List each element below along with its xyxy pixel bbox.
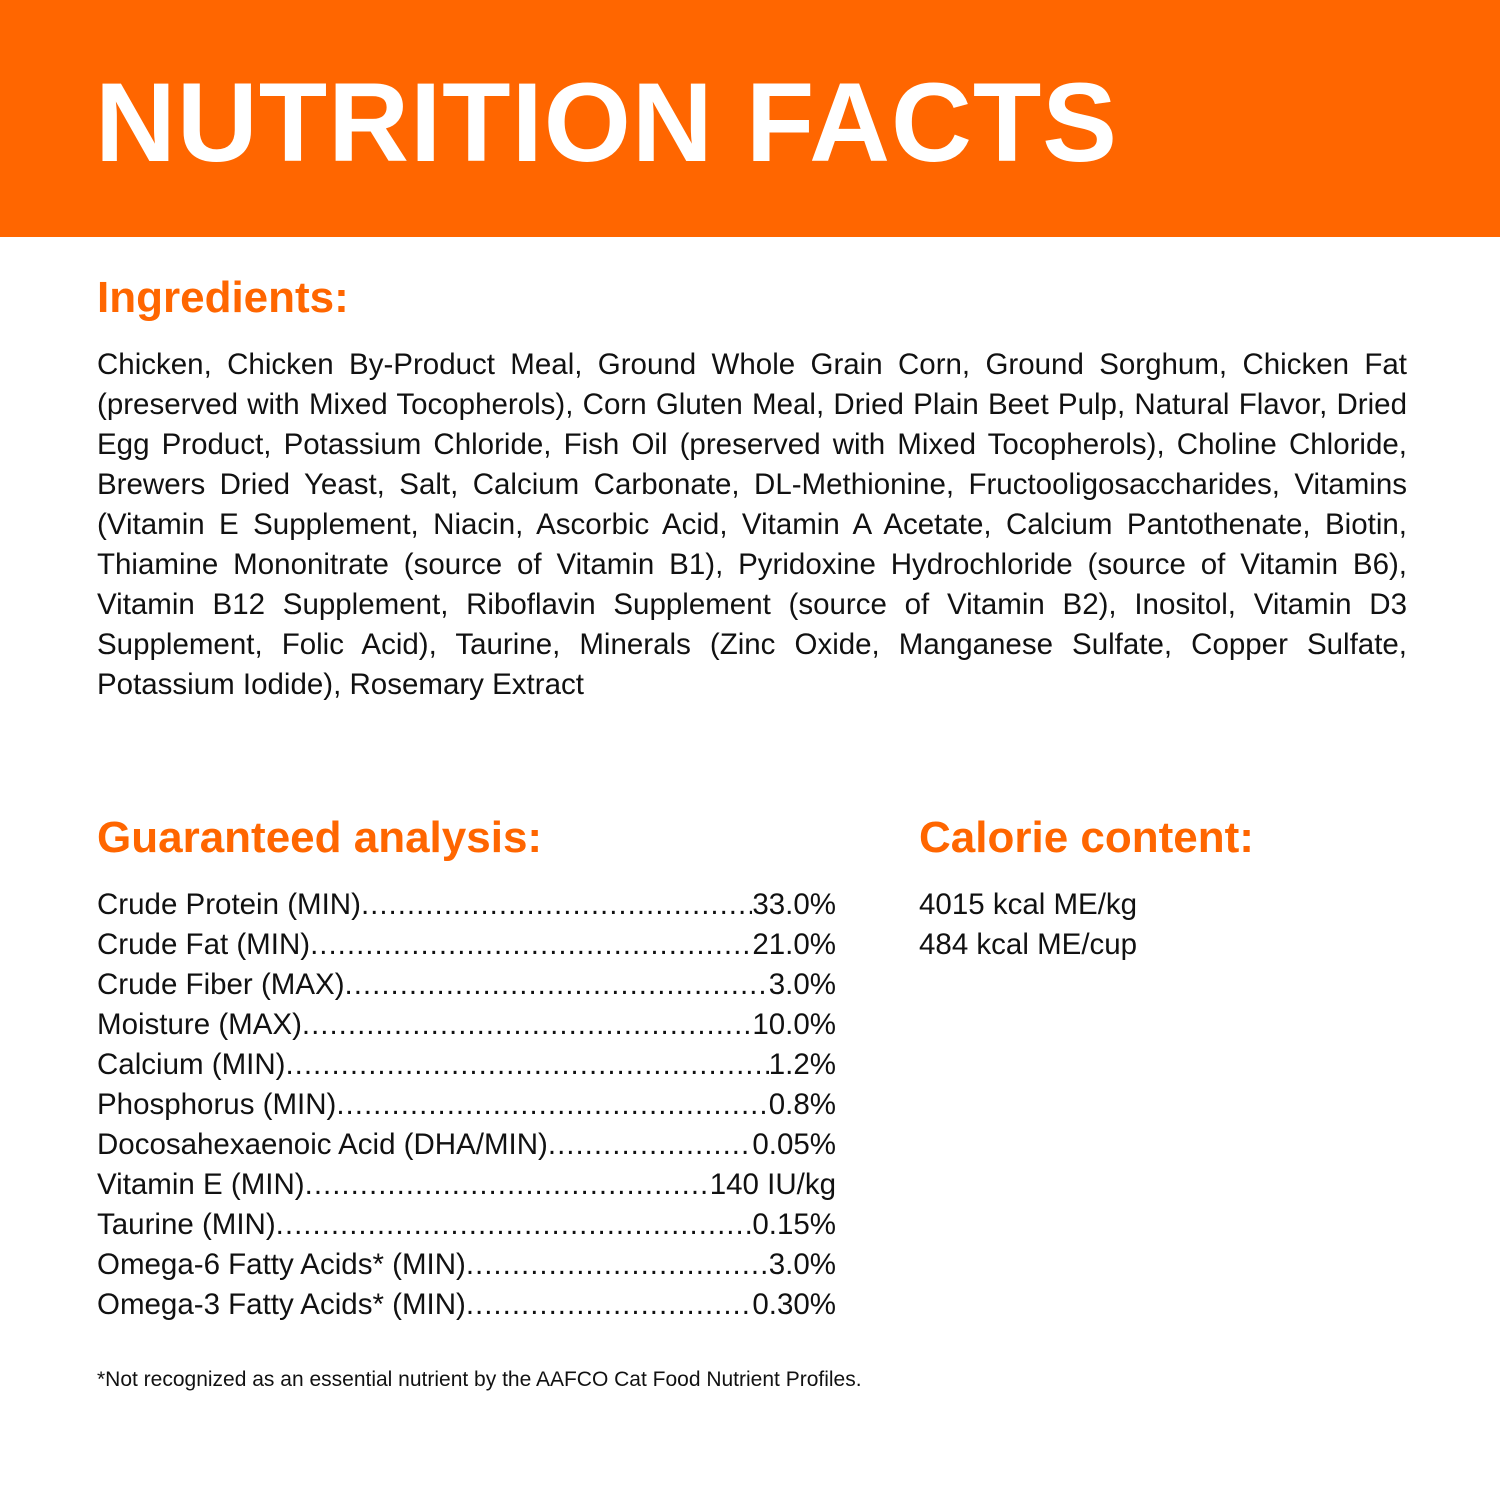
analysis-value: 3.0% [768,1248,836,1281]
dot-leader [305,1165,710,1205]
analysis-row: Crude Fiber (MAX) 3.0% [97,965,836,1005]
analysis-row: Taurine (MIN) 0.15% [97,1205,836,1245]
dot-leader [285,1045,768,1085]
dot-leader [336,1085,768,1125]
analysis-row: Omega-3 Fatty Acids* (MIN) 0.30% [97,1285,836,1325]
dot-leader [310,925,752,965]
analysis-value: 1.2% [768,1048,836,1081]
dot-leader [302,1005,752,1045]
dot-leader [466,1285,753,1325]
analysis-label: Calcium (MIN) [97,1048,286,1081]
analysis-row: Moisture (MAX) 10.0% [97,1005,836,1045]
dot-leader [361,885,752,925]
footnote: *Not recognized as an essential nutrient… [97,1368,862,1391]
calorie-content: 4015 kcal ME/kg 484 kcal ME/cup [919,885,1137,965]
analysis-label: Vitamin E (MIN) [97,1168,305,1201]
dot-leader [466,1245,769,1285]
guaranteed-analysis-heading: Guaranteed analysis: [97,813,543,862]
analysis-label: Crude Fiber (MAX) [97,968,345,1001]
analysis-row: Vitamin E (MIN) 140 IU/kg [97,1165,836,1205]
analysis-value: 3.0% [768,968,836,1001]
ingredients-text: Chicken, Chicken By-Product Meal, Ground… [97,348,1407,701]
analysis-value: 0.30% [752,1288,836,1321]
calorie-per-cup: 484 kcal ME/cup [919,928,1138,961]
calorie-per-kg: 4015 kcal ME/kg [919,888,1138,921]
dot-leader [345,965,769,1005]
analysis-value: 140 IU/kg [709,1168,836,1201]
dot-leader [276,1205,753,1245]
analysis-row: Omega-6 Fatty Acids* (MIN) 3.0% [97,1245,836,1285]
analysis-row: Phosphorus (MIN) 0.8% [97,1085,836,1125]
analysis-value: 33.0% [752,888,836,921]
analysis-row: Docosahexaenoic Acid (DHA/MIN) 0.05% [97,1125,836,1165]
analysis-label: Omega-6 Fatty Acids* (MIN) [97,1248,466,1281]
analysis-label: Moisture (MAX) [97,1008,302,1041]
analysis-label: Omega-3 Fatty Acids* (MIN) [97,1288,466,1321]
analysis-value: 21.0% [752,928,836,961]
dot-leader [548,1125,752,1165]
analysis-row: Crude Protein (MIN) 33.0% [97,885,836,925]
ingredients-heading: Ingredients: [97,273,349,322]
analysis-value: 10.0% [752,1008,836,1041]
analysis-label: Phosphorus (MIN) [97,1088,337,1121]
analysis-label: Docosahexaenoic Acid (DHA/MIN) [97,1128,548,1161]
analysis-label: Taurine (MIN) [97,1208,276,1241]
page-title: NUTRITION FACTS [95,60,1118,185]
analysis-label: Crude Protein (MIN) [97,888,361,921]
analysis-value: 0.8% [768,1088,836,1121]
header-band: NUTRITION FACTS [0,0,1500,237]
analysis-row: Crude Fat (MIN) 21.0% [97,925,836,965]
analysis-label: Crude Fat (MIN) [97,928,311,961]
guaranteed-analysis-table: Crude Protein (MIN) 33.0% Crude Fat (MIN) 2… [97,885,836,1325]
analysis-row: Calcium (MIN) 1.2% [97,1045,836,1085]
calorie-content-heading: Calorie content: [919,813,1254,862]
analysis-value: 0.15% [752,1208,836,1241]
analysis-value: 0.05% [752,1128,836,1161]
